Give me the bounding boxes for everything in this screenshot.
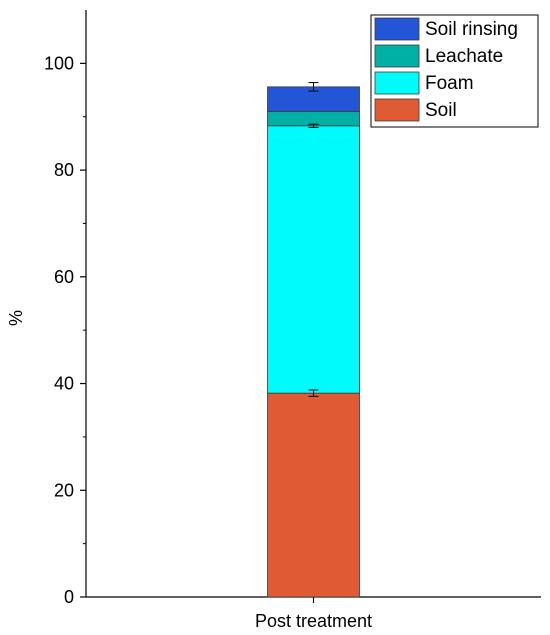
bar-stack — [267, 86, 360, 598]
legend-label: Soil rinsing — [425, 19, 518, 40]
legend: Soil rinsing Leachate Foam Soil — [370, 14, 539, 128]
x-tick-label: Post treatment — [255, 611, 372, 631]
error-bars — [308, 82, 319, 397]
legend-swatch — [374, 71, 420, 95]
bar-segment-soil — [267, 392, 360, 598]
y-axis-label: % — [6, 310, 26, 326]
legend-swatch — [374, 44, 420, 68]
y-tick-label: 0 — [64, 587, 74, 607]
bar-segment-leachate — [267, 110, 360, 127]
bar-segment-foam — [267, 125, 360, 394]
legend-swatch — [374, 17, 420, 41]
y-tick-label: 100 — [44, 53, 74, 73]
y-tick-label: 20 — [54, 480, 74, 500]
axes: 0 20 40 60 80 100 Post treatment — [44, 10, 541, 631]
legend-label: Foam — [425, 73, 474, 94]
legend-label: Soil — [425, 100, 457, 121]
y-tick-label: 80 — [54, 160, 74, 180]
legend-swatch — [374, 98, 420, 122]
y-tick-label: 40 — [54, 374, 74, 394]
legend-label: Leachate — [425, 46, 503, 67]
y-tick-label: 60 — [54, 267, 74, 287]
